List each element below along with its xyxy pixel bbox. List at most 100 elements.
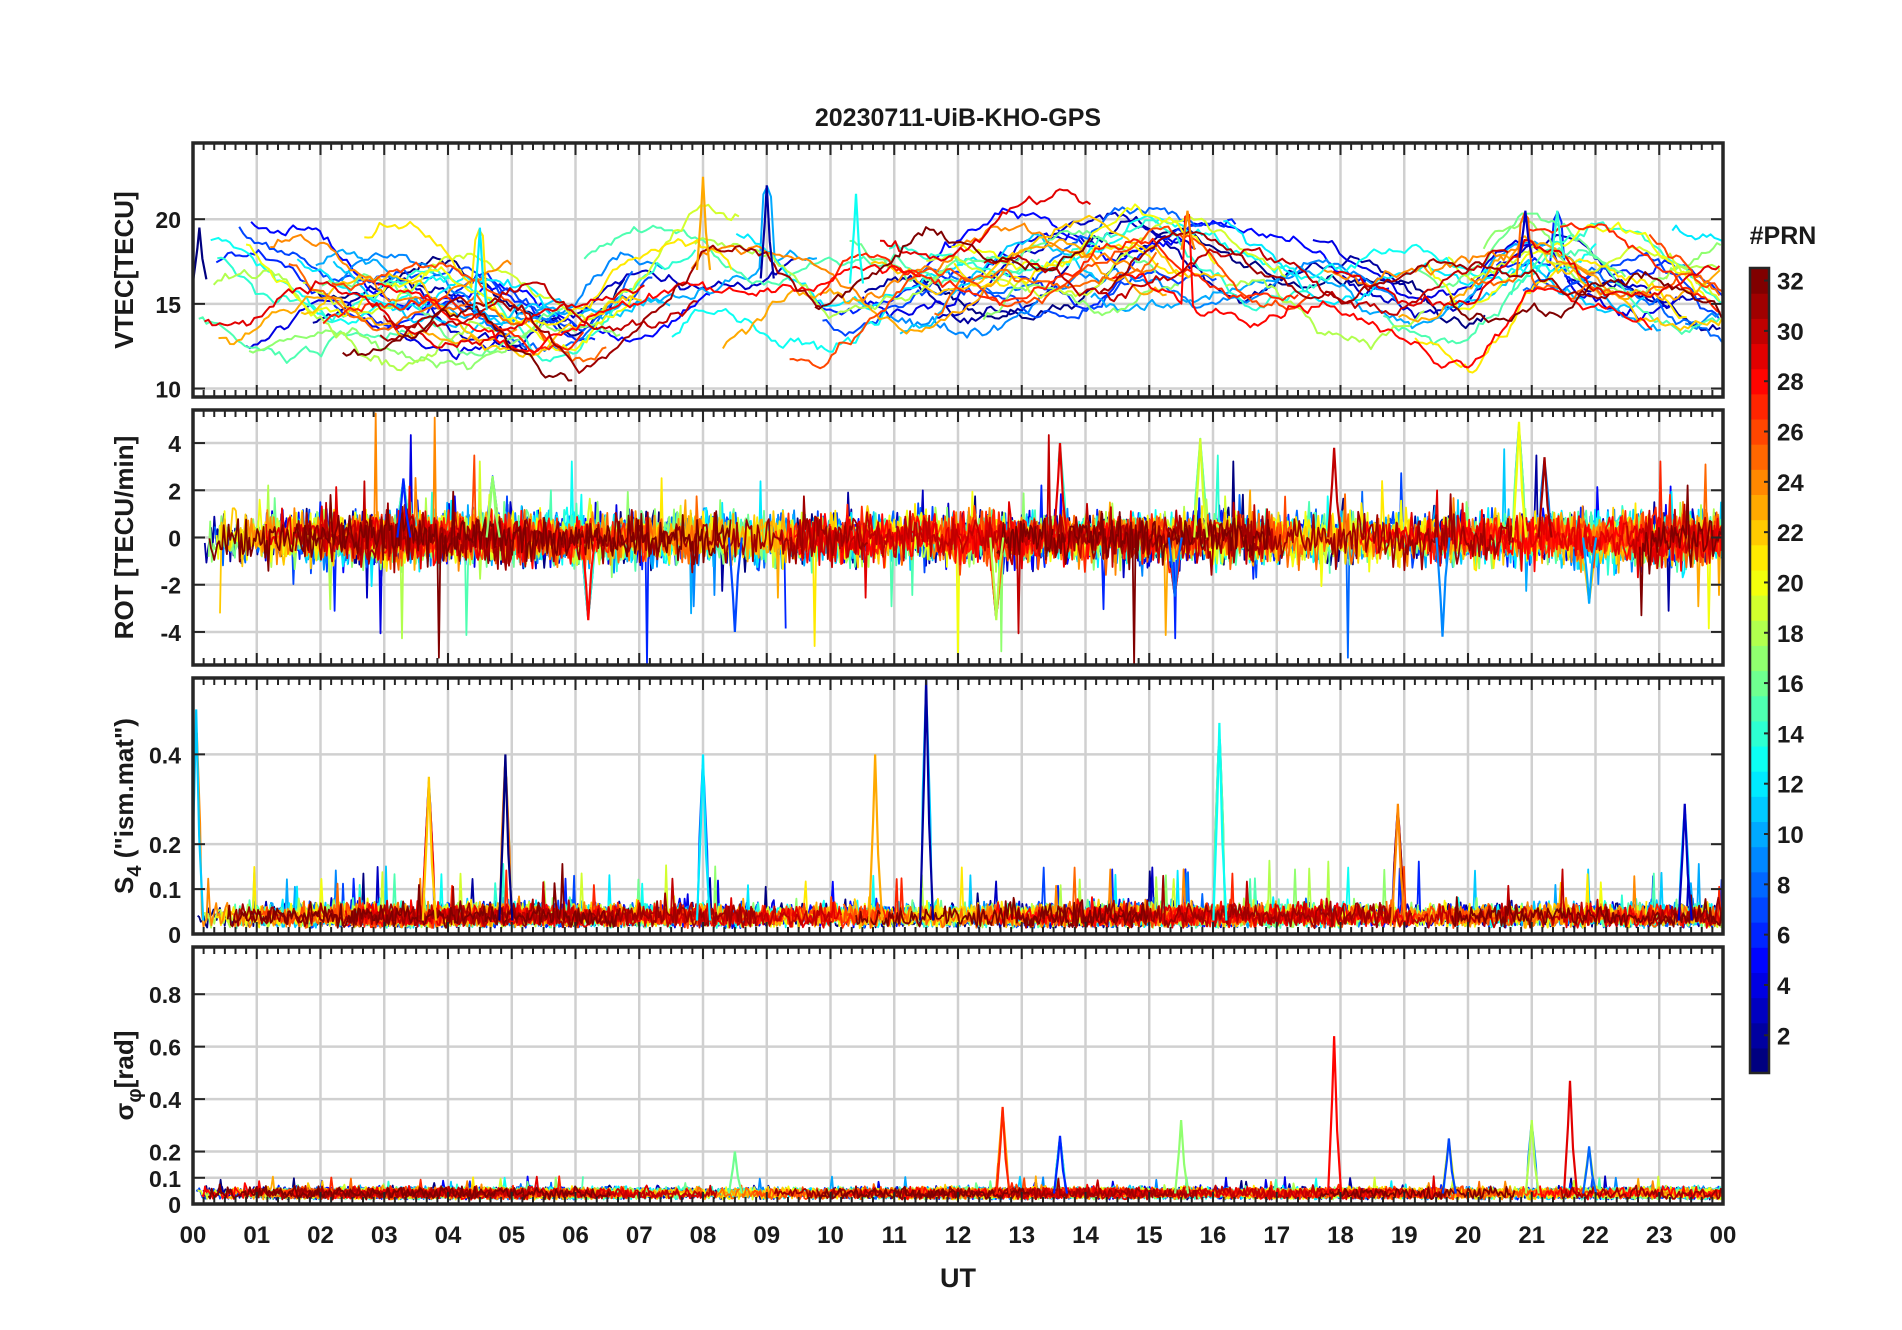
panel-vtec-events bbox=[193, 176, 1566, 311]
y-tick-label: 0.4 bbox=[149, 742, 181, 768]
colorbar-swatch bbox=[1750, 318, 1769, 345]
event-spike bbox=[759, 185, 775, 279]
series-prn-32 bbox=[816, 1185, 1030, 1200]
series-prn-22 bbox=[1546, 259, 1723, 332]
series-prn-32 bbox=[208, 490, 732, 659]
y-tick-label: 4 bbox=[168, 431, 181, 457]
panel-sigma-events bbox=[727, 1036, 1598, 1194]
event-spike bbox=[1052, 442, 1069, 538]
series-prn-32 bbox=[1319, 1185, 1516, 1201]
y-tick-label: 0 bbox=[168, 922, 181, 948]
series-prn-28 bbox=[377, 264, 921, 354]
series-prn-29 bbox=[1385, 489, 1723, 579]
series-prn-21 bbox=[1414, 258, 1687, 374]
event-spike bbox=[1167, 537, 1183, 597]
x-tick-label: 14 bbox=[1072, 1222, 1099, 1249]
x-tick-label: 02 bbox=[307, 1222, 334, 1249]
colorbar-swatch bbox=[1750, 896, 1769, 923]
colorbar-swatch bbox=[1750, 922, 1769, 948]
event-spike bbox=[1582, 537, 1598, 604]
panel-s4-ticks bbox=[192, 678, 1724, 935]
series-prn-6 bbox=[814, 218, 1237, 316]
series-prn-4 bbox=[245, 299, 511, 361]
colorbar-tick-label: 18 bbox=[1777, 621, 1804, 648]
event-spike bbox=[396, 478, 412, 538]
series-prn-20 bbox=[1426, 221, 1711, 311]
colorbar-swatch bbox=[1750, 393, 1769, 420]
panel-s4-series bbox=[194, 689, 1723, 930]
colorbar-tick-label: 16 bbox=[1777, 671, 1804, 698]
chart-title: 20230711-UiB-KHO-GPS bbox=[815, 104, 1101, 132]
event-spike bbox=[727, 537, 743, 633]
event-spike bbox=[1435, 537, 1451, 637]
x-tick-label: 09 bbox=[753, 1222, 780, 1249]
event-spike bbox=[695, 176, 712, 271]
series-prn-5 bbox=[250, 221, 711, 343]
event-spike bbox=[1677, 803, 1693, 921]
series-prn-26 bbox=[1648, 233, 1723, 293]
y-tick-label: 20 bbox=[155, 207, 181, 233]
y-tick-label: -2 bbox=[161, 573, 181, 599]
series-prn-20 bbox=[951, 203, 1217, 271]
series-prn-32 bbox=[996, 511, 1271, 665]
series-prn-26 bbox=[752, 1177, 1070, 1201]
event-spike bbox=[1562, 1080, 1579, 1194]
colorbar-swatch bbox=[1750, 494, 1769, 521]
colorbar-swatch bbox=[1750, 418, 1769, 445]
series-prn-15 bbox=[198, 316, 437, 364]
colorbar-swatch bbox=[1750, 343, 1769, 370]
colorbar-tick-label: 10 bbox=[1777, 822, 1804, 849]
panel-rot-series bbox=[203, 412, 1723, 665]
colorbar-swatch bbox=[1750, 972, 1769, 999]
y-axis-label: VTEC[TECU] bbox=[109, 191, 139, 348]
event-spike bbox=[193, 227, 208, 280]
y-tick-label: 0.2 bbox=[149, 832, 181, 858]
y-tick-label: -4 bbox=[161, 620, 182, 646]
x-tick-label: 07 bbox=[626, 1222, 653, 1249]
series-prn-30 bbox=[983, 247, 1509, 316]
series-prn-31 bbox=[773, 1177, 1198, 1201]
series-prn-32 bbox=[814, 226, 1092, 311]
colorbar-swatch bbox=[1750, 293, 1769, 319]
x-tick-label: 12 bbox=[945, 1222, 972, 1249]
colorbar-swatch bbox=[1750, 620, 1769, 646]
series-prn-12 bbox=[1671, 224, 1723, 242]
colorbar-label: #PRN bbox=[1750, 222, 1817, 250]
y-axis-label: ROT [TECU/min] bbox=[109, 436, 139, 640]
x-tick-label: 16 bbox=[1200, 1222, 1227, 1249]
event-spike bbox=[1193, 438, 1209, 538]
colorbar-tick-label: 14 bbox=[1777, 721, 1804, 748]
x-tick-label: 22 bbox=[1582, 1222, 1609, 1249]
x-tick-label: 11 bbox=[882, 1222, 907, 1249]
colorbar-tick-label: 4 bbox=[1777, 973, 1791, 1000]
y-tick-label: 0.1 bbox=[149, 877, 181, 903]
y-axis-label: σφ[rad] bbox=[109, 1031, 146, 1121]
series-prn-17 bbox=[982, 283, 1179, 321]
panel-s4-events bbox=[193, 678, 1693, 921]
colorbar-swatch bbox=[1750, 997, 1769, 1024]
event-spike bbox=[581, 537, 597, 621]
event-spike bbox=[727, 1151, 743, 1194]
event-spike bbox=[695, 754, 712, 921]
panel-rot: -4 -2 0 2 4 ROT [TECU/min] bbox=[109, 408, 1725, 667]
series-prn-25 bbox=[288, 263, 607, 363]
event-spike bbox=[1511, 421, 1528, 538]
event-spike bbox=[421, 776, 437, 921]
colorbar-swatch bbox=[1750, 519, 1769, 546]
panel-vtec-ticks bbox=[192, 143, 1724, 397]
colorbar-swatch bbox=[1750, 720, 1769, 747]
series-prn-32 bbox=[342, 305, 573, 382]
colorbar-swatch bbox=[1750, 821, 1769, 848]
colorbar-swatch bbox=[1750, 695, 1769, 722]
series-prn-32 bbox=[226, 863, 621, 929]
colorbar-tick-label: 6 bbox=[1777, 923, 1790, 950]
x-tick-label: 23 bbox=[1646, 1222, 1673, 1249]
colorbar-tick-label: 12 bbox=[1777, 772, 1804, 799]
colorbar-swatch bbox=[1750, 268, 1769, 294]
colorbar-tick-label: 24 bbox=[1777, 470, 1804, 497]
series-prn-32 bbox=[207, 1183, 611, 1201]
colorbar-tick-label: 22 bbox=[1777, 520, 1804, 547]
event-spike bbox=[193, 709, 205, 921]
series-prn-29 bbox=[879, 188, 1091, 262]
series-prn-30 bbox=[382, 281, 698, 333]
